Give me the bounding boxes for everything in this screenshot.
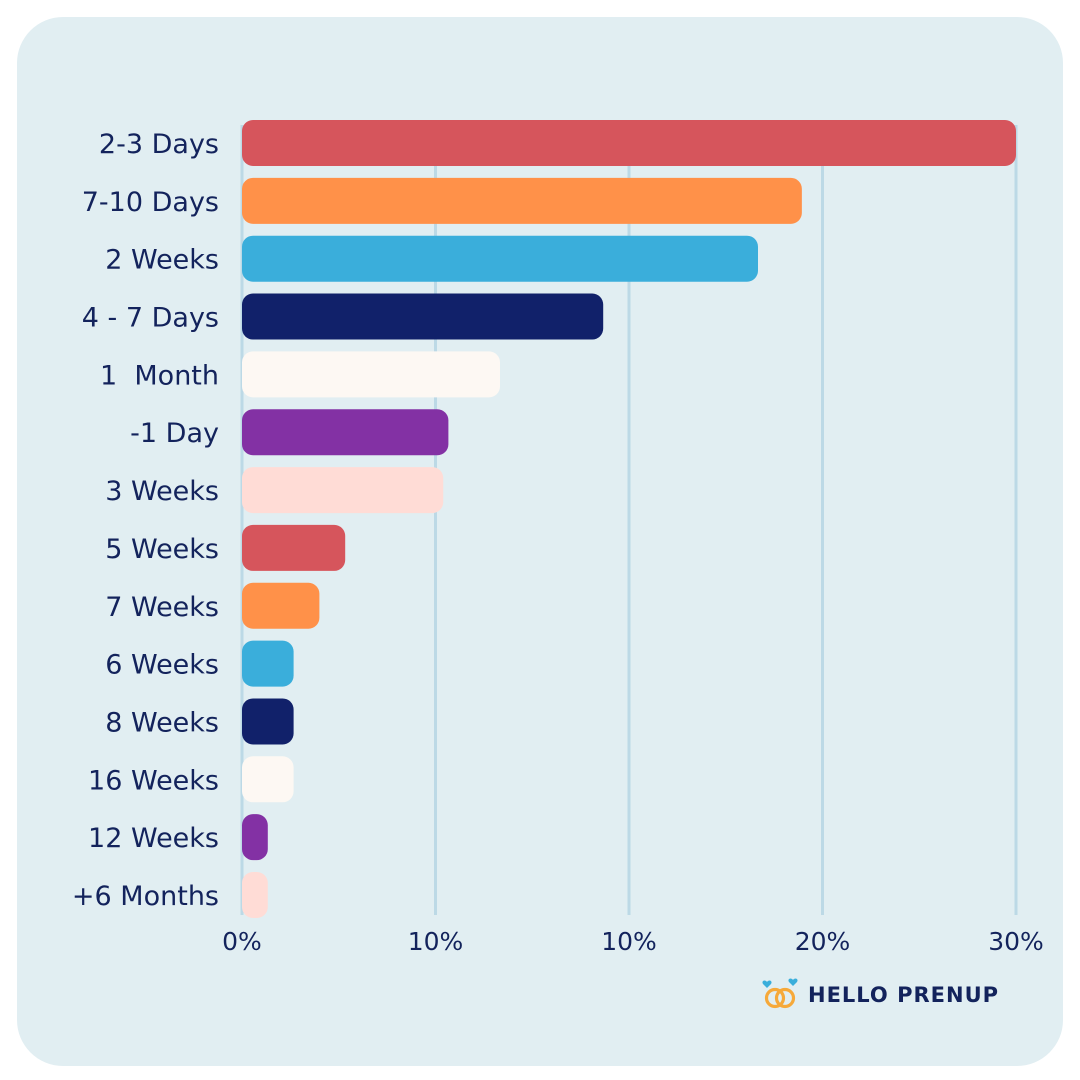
x-tick-label: 20%	[795, 927, 851, 956]
category-label: 5 Weeks	[105, 534, 219, 565]
category-label: 6 Weeks	[105, 650, 219, 681]
category-label: 7-10 Days	[82, 187, 219, 218]
bar	[242, 409, 449, 456]
bars	[242, 120, 1016, 918]
bar	[242, 698, 294, 745]
bar	[242, 235, 758, 282]
category-label: 4 - 7 Days	[82, 303, 219, 334]
x-tick-label: 10%	[601, 927, 657, 956]
category-label: 3 Weeks	[105, 476, 219, 507]
category-label: 2-3 Days	[99, 129, 219, 160]
bar	[242, 293, 604, 340]
category-label: +6 Months	[72, 881, 219, 912]
bar	[242, 814, 268, 861]
bar	[242, 640, 294, 687]
category-label: -1 Day	[130, 418, 219, 449]
bar	[242, 120, 1016, 166]
category-label: 2 Weeks	[105, 245, 219, 276]
bar	[242, 177, 802, 224]
brand-name: HELLO PRENUP	[808, 983, 1000, 1007]
x-tick-label: 0%	[222, 927, 262, 956]
category-label: 7 Weeks	[105, 592, 219, 623]
category-label: 12 Weeks	[88, 823, 219, 854]
category-labels: 2-3 Days 7-10 Days 2 Weeks 4 - 7 Days 1 Mont…	[72, 129, 219, 912]
x-axis-ticks: 0% 10% 10% 20% 30%	[222, 927, 1044, 956]
bar	[242, 872, 268, 918]
brand-logo: HELLO PRENUP	[760, 975, 999, 1015]
bar	[242, 756, 294, 803]
bar	[242, 582, 320, 629]
x-tick-label: 30%	[988, 927, 1044, 956]
bar	[242, 524, 346, 571]
category-label: 8 Weeks	[105, 707, 219, 738]
bar	[242, 467, 444, 514]
category-label: 1 Month	[100, 360, 219, 391]
wedding-rings-icon	[762, 978, 798, 1009]
x-tick-label: 10%	[408, 927, 464, 956]
category-label: 16 Weeks	[88, 765, 219, 796]
bar	[242, 351, 500, 398]
